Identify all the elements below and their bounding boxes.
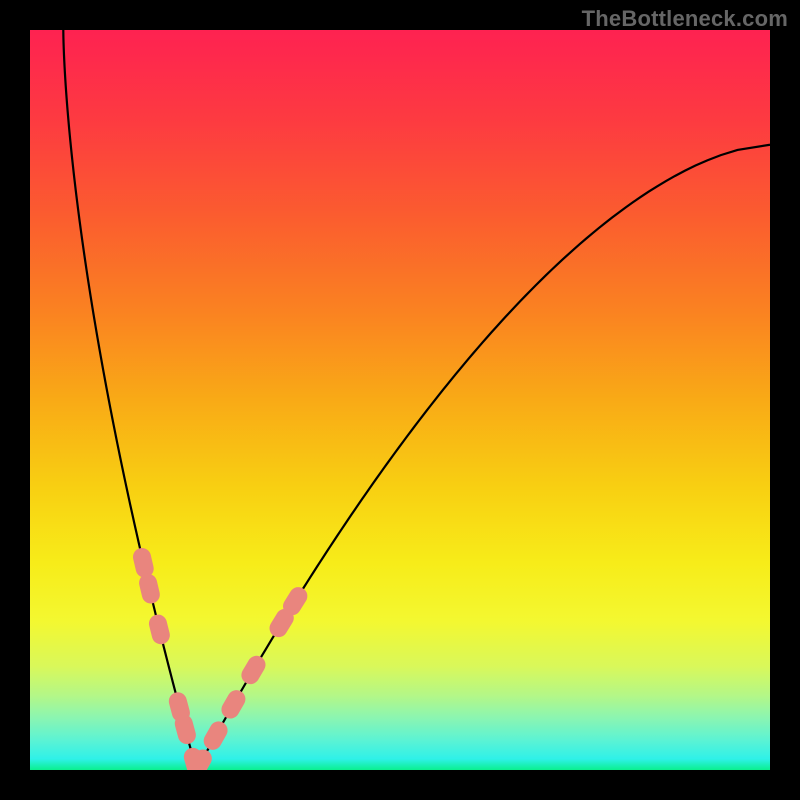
gradient-background <box>30 30 770 770</box>
bottleneck-chart: TheBottleneck.com <box>0 0 800 800</box>
watermark-text: TheBottleneck.com <box>582 6 788 32</box>
plot-svg <box>30 30 770 770</box>
